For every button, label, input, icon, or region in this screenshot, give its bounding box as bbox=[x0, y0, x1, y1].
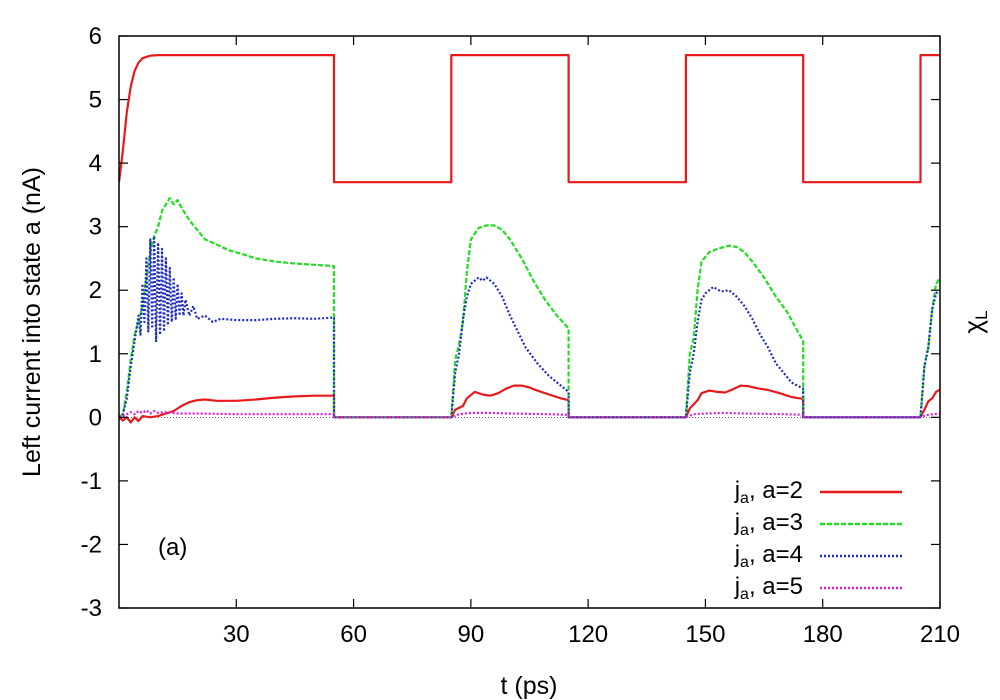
legend-label-rest: , a=2 bbox=[749, 477, 803, 504]
x-tick-label: 60 bbox=[340, 621, 367, 648]
y-tick-label: 0 bbox=[89, 404, 102, 431]
y2-axis-label-main: χ bbox=[958, 320, 988, 334]
series-line-a-2 bbox=[119, 384, 940, 424]
legend-label-main: j bbox=[734, 509, 740, 536]
x-axis-label: t (ps) bbox=[501, 672, 558, 700]
legend-label: ja, a=3 bbox=[734, 509, 803, 539]
y-tick-label: -3 bbox=[81, 595, 102, 622]
series-layer bbox=[119, 54, 940, 424]
x-tick-label: 30 bbox=[223, 621, 250, 648]
legend-label-main: j bbox=[734, 541, 740, 568]
legend-label: ja, a=5 bbox=[734, 573, 803, 603]
legend-label-sub: a bbox=[740, 586, 749, 603]
legend-label-sub: a bbox=[740, 490, 749, 507]
legend-label: ja, a=2 bbox=[734, 477, 803, 507]
x-axis-ticks: 30 60 90 120 150 180 210 bbox=[223, 36, 960, 648]
legend-label-rest: , a=3 bbox=[749, 509, 803, 536]
y-tick-label: 2 bbox=[89, 277, 102, 304]
y-axis-label: Left current into state a (nA) bbox=[18, 167, 46, 477]
y-tick-label: 1 bbox=[89, 341, 102, 368]
series-line-a-3 bbox=[119, 197, 940, 419]
legend-label-rest: , a=5 bbox=[749, 573, 803, 600]
y-tick-label: -1 bbox=[81, 468, 102, 495]
legend-label-sub: a bbox=[740, 554, 749, 571]
series-line-a-5 bbox=[119, 409, 940, 419]
legend-label-rest: , a=4 bbox=[749, 541, 803, 568]
y-tick-label: -2 bbox=[81, 531, 102, 558]
legend: ja, a=2ja, a=3ja, a=4ja, a=5 bbox=[734, 477, 902, 603]
x-tick-label: 210 bbox=[920, 621, 960, 648]
y-tick-label: 3 bbox=[89, 214, 102, 241]
legend-label-sub: a bbox=[740, 522, 749, 539]
plot-frame bbox=[118, 35, 941, 609]
legend-label: ja, a=4 bbox=[734, 541, 803, 571]
x-tick-label: 150 bbox=[685, 621, 725, 648]
x-tick-label: 180 bbox=[803, 621, 843, 648]
panel-annotation: (a) bbox=[158, 534, 187, 561]
y2-axis-label-sub: L bbox=[972, 310, 991, 319]
legend-label-main: j bbox=[734, 573, 740, 600]
series-line-chi-l bbox=[119, 54, 940, 184]
y2-axis-label: χL bbox=[958, 310, 991, 333]
y-tick-label: 6 bbox=[89, 23, 102, 50]
x-tick-label: 90 bbox=[458, 621, 485, 648]
legend-label-main: j bbox=[734, 477, 740, 504]
x-tick-label: 120 bbox=[568, 621, 608, 648]
y-axis-ticks: -3 -2 -1 0 1 2 3 4 5 6 bbox=[81, 23, 940, 622]
y-tick-label: 5 bbox=[89, 87, 102, 114]
series-line-a-4 bbox=[119, 235, 940, 419]
y-tick-label: 4 bbox=[89, 150, 102, 177]
